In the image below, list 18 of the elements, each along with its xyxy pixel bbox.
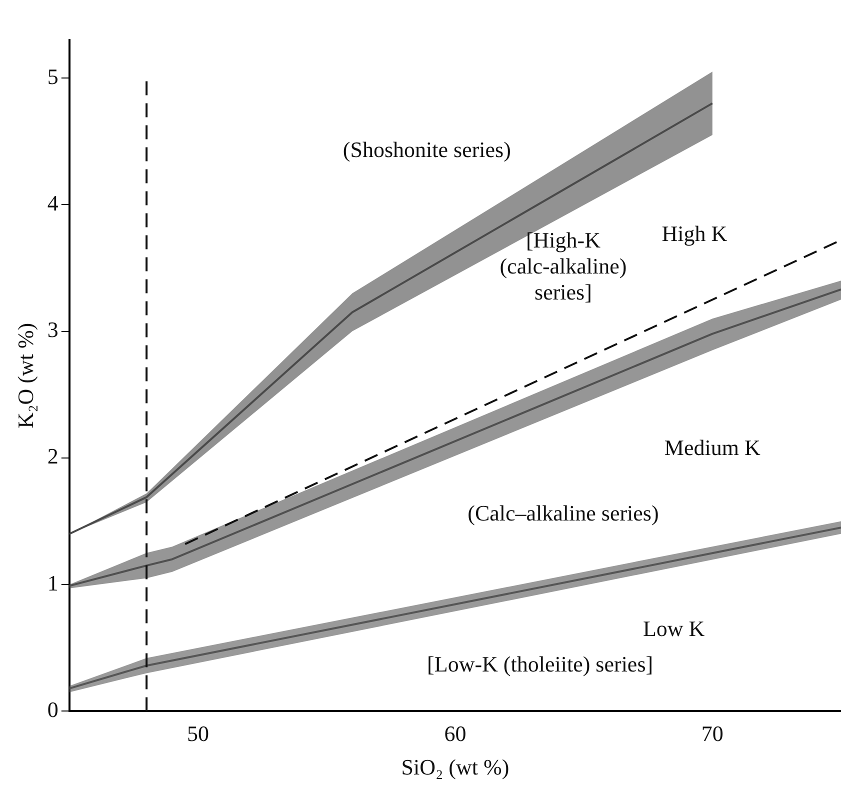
annotation: [High-K (calc-alkaline) series] <box>500 228 627 305</box>
x-tick-label: 50 <box>187 721 209 746</box>
annotation: Medium K <box>664 434 760 460</box>
x-tick-label: 70 <box>701 721 724 746</box>
y-tick-label: 1 <box>47 570 58 596</box>
y-tick-label: 3 <box>47 317 58 342</box>
y-tick-label: 0 <box>47 696 58 722</box>
annotation: High K <box>662 220 728 246</box>
x-axis-title: SiO₂ (wt %) <box>401 754 510 780</box>
annotation: [Low-K (tholeiite) series] <box>427 651 654 676</box>
annotation: (Shoshonite series) <box>342 137 511 162</box>
annotation: (Calc–alkaline series) <box>468 500 659 526</box>
y-tick-label: 2 <box>47 444 58 469</box>
annotation: Low K <box>642 616 705 641</box>
y-tick-label: 4 <box>47 190 58 216</box>
y-axis-title: K₂O (wt %) <box>12 322 38 428</box>
x-tick-label: 60 <box>444 721 466 746</box>
y-tick-label: 5 <box>47 64 58 89</box>
